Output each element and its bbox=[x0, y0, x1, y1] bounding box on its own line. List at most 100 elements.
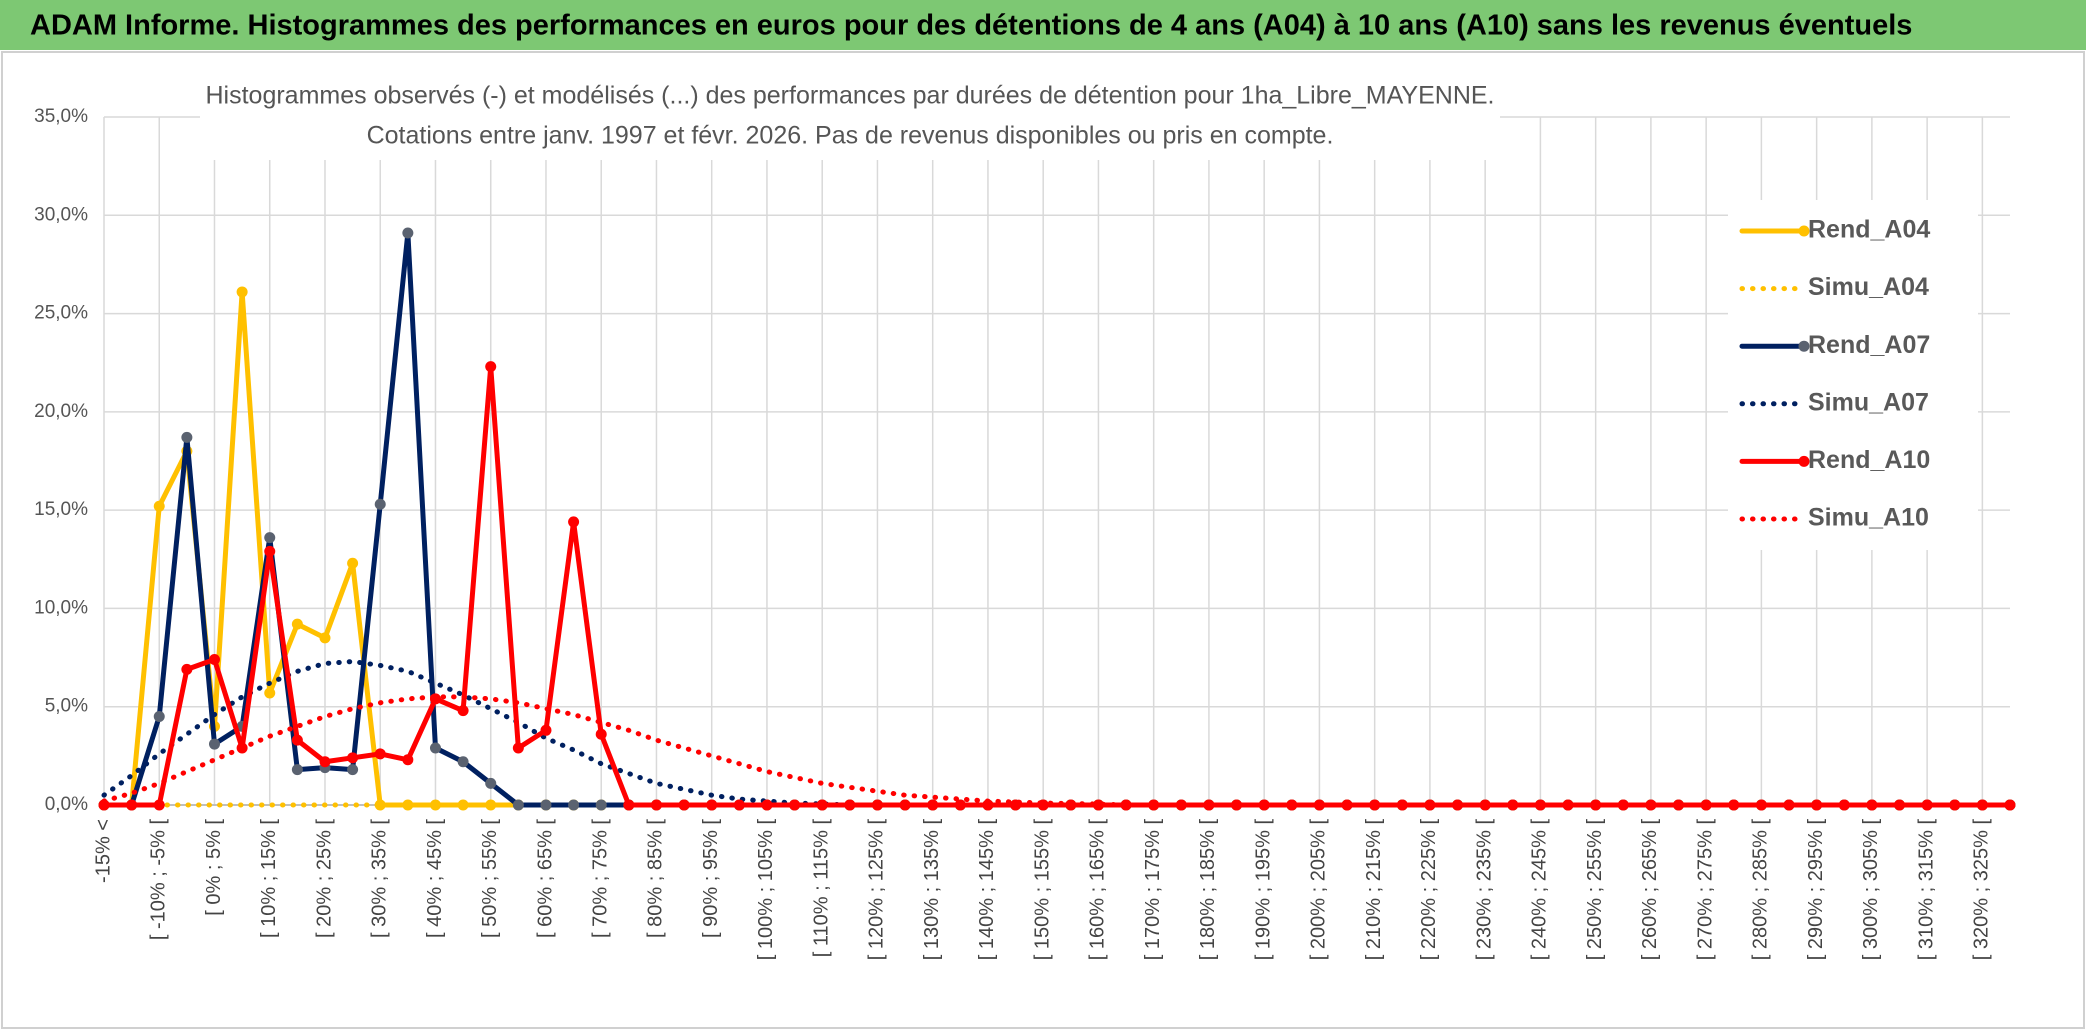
header-title: ADAM Informe. Histogrammes des performan… bbox=[30, 10, 1912, 42]
point-marker bbox=[1092, 799, 1104, 811]
point-marker bbox=[457, 756, 469, 768]
x-tick-label: [ 280% ; 285% [ bbox=[1750, 819, 1772, 961]
y-tick-label: 0,0% bbox=[45, 794, 88, 815]
x-tick-label: [ 150% ; 155% [ bbox=[1031, 819, 1053, 961]
point-marker bbox=[291, 764, 303, 776]
frame bbox=[1, 51, 2085, 1029]
header-bar bbox=[0, 0, 2086, 50]
point-marker bbox=[1617, 799, 1629, 811]
legend-label: Rend_A04 bbox=[1808, 216, 1930, 244]
point-marker bbox=[319, 756, 331, 768]
point-marker bbox=[1313, 799, 1325, 811]
point-marker bbox=[347, 752, 359, 764]
point-marker bbox=[319, 632, 331, 644]
x-tick-label: [ 50% ; 55% [ bbox=[479, 819, 501, 938]
x-tick-label: [ 230% ; 235% [ bbox=[1473, 819, 1495, 961]
point-marker bbox=[540, 724, 552, 736]
point-marker bbox=[236, 286, 248, 298]
legend-label: Simu_A07 bbox=[1808, 388, 1929, 416]
point-marker bbox=[153, 711, 165, 723]
x-tick-label: [ 220% ; 225% [ bbox=[1418, 819, 1440, 961]
point-marker bbox=[1783, 799, 1795, 811]
point-marker bbox=[374, 799, 386, 811]
point-marker bbox=[568, 799, 580, 811]
point-marker bbox=[1921, 799, 1933, 811]
point-marker bbox=[208, 738, 220, 750]
x-tick-label: [ 140% ; 145% [ bbox=[976, 819, 998, 961]
x-tick-label: [ 100% ; 105% [ bbox=[755, 819, 777, 961]
point-marker bbox=[264, 532, 276, 544]
x-tick-label: [ 260% ; 265% [ bbox=[1639, 819, 1661, 961]
point-marker bbox=[1534, 799, 1546, 811]
point-marker bbox=[1838, 799, 1850, 811]
y-tick-label: 20,0% bbox=[34, 401, 88, 422]
x-tick-label: [ 310% ; 315% [ bbox=[1915, 819, 1937, 961]
point-marker bbox=[623, 799, 635, 811]
point-marker bbox=[374, 748, 386, 760]
x-tick-label: [ 130% ; 135% [ bbox=[921, 819, 943, 961]
model-line bbox=[101, 694, 2013, 808]
point-marker bbox=[1231, 799, 1243, 811]
legend-label: Rend_A07 bbox=[1808, 331, 1930, 359]
x-tick-label: [ 30% ; 35% [ bbox=[369, 819, 391, 938]
x-tick-label: [ 60% ; 65% [ bbox=[534, 819, 556, 938]
x-tick-label: [ 250% ; 255% [ bbox=[1584, 819, 1606, 961]
point-marker bbox=[982, 799, 994, 811]
point-marker bbox=[181, 431, 193, 443]
point-marker bbox=[485, 361, 497, 373]
x-tick-label: [ 180% ; 185% [ bbox=[1197, 819, 1219, 961]
point-marker bbox=[954, 799, 966, 811]
point-marker bbox=[512, 799, 524, 811]
title-background bbox=[200, 78, 1500, 160]
y-tick-label: 10,0% bbox=[34, 597, 88, 618]
x-tick-label: [ 80% ; 85% [ bbox=[645, 819, 667, 938]
point-marker bbox=[927, 799, 939, 811]
legend-marker bbox=[1798, 340, 1810, 352]
point-marker bbox=[816, 799, 828, 811]
point-marker bbox=[347, 764, 359, 776]
point-marker bbox=[1562, 799, 1574, 811]
y-tick-label: 15,0% bbox=[34, 499, 88, 520]
x-tick-label: [ 300% ; 305% [ bbox=[1860, 819, 1882, 961]
point-marker bbox=[1258, 799, 1270, 811]
x-tick-label: [ 120% ; 125% [ bbox=[866, 819, 888, 961]
y-tick-label: 5,0% bbox=[45, 696, 88, 717]
x-tick-label: [ 70% ; 75% [ bbox=[589, 819, 611, 938]
x-tick-label: [ 90% ; 95% [ bbox=[700, 819, 722, 938]
point-marker bbox=[1396, 799, 1408, 811]
point-marker bbox=[595, 728, 607, 740]
point-marker bbox=[402, 754, 414, 766]
point-marker bbox=[2004, 799, 2016, 811]
point-marker bbox=[678, 799, 690, 811]
chart-subtitle: Cotations entre janv. 1997 et févr. 2026… bbox=[367, 122, 1334, 150]
point-marker bbox=[1479, 799, 1491, 811]
point-marker bbox=[1700, 799, 1712, 811]
point-marker bbox=[153, 500, 165, 512]
point-marker bbox=[291, 734, 303, 746]
legend-marker bbox=[1798, 225, 1810, 237]
legend: Rend_A04 Simu_A04 Rend_A07 Simu_A07 Rend_A10… bbox=[1728, 200, 1978, 550]
x-tick-label: [ 40% ; 45% [ bbox=[424, 819, 446, 938]
point-marker bbox=[595, 799, 607, 811]
point-marker bbox=[650, 799, 662, 811]
point-marker bbox=[126, 799, 138, 811]
point-marker bbox=[789, 799, 801, 811]
x-tick-label: [ 190% ; 195% [ bbox=[1252, 819, 1274, 961]
point-marker bbox=[540, 799, 552, 811]
point-marker bbox=[264, 687, 276, 699]
chart-title: Histogrammes observés (-) et modélisés (… bbox=[205, 82, 1494, 110]
y-tick-label: 35,0% bbox=[34, 106, 88, 127]
y-tick-label: 30,0% bbox=[34, 204, 88, 225]
point-marker bbox=[706, 799, 718, 811]
point-marker bbox=[457, 705, 469, 717]
plot bbox=[98, 227, 2016, 811]
point-marker bbox=[181, 663, 193, 675]
point-marker bbox=[899, 799, 911, 811]
x-tick-label: [ 210% ; 215% [ bbox=[1363, 819, 1385, 961]
x-tick-label: [ 240% ; 245% [ bbox=[1529, 819, 1551, 961]
point-marker bbox=[374, 498, 386, 510]
point-marker bbox=[1755, 799, 1767, 811]
y-tick-label: 25,0% bbox=[34, 303, 88, 324]
x-tick-label: [ 290% ; 295% [ bbox=[1805, 819, 1827, 961]
